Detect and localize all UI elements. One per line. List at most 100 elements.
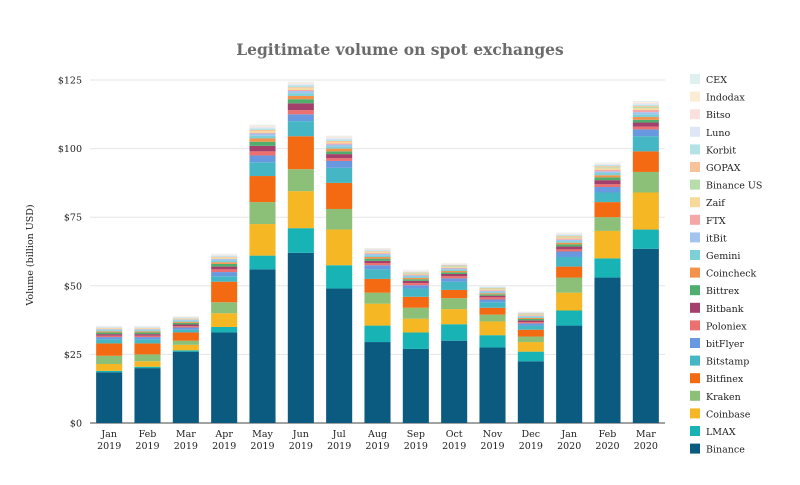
bar-segment	[402, 273, 429, 275]
bar-segment	[287, 228, 314, 253]
bar-segment	[594, 166, 621, 168]
legend-swatch	[690, 426, 700, 436]
x-tick-year: 2019	[404, 441, 428, 452]
x-tick-year: 2020	[634, 441, 658, 452]
x-tick-month: Dec	[522, 429, 541, 440]
bar-segment	[517, 319, 544, 321]
bar-segment	[172, 322, 199, 325]
bar-segment	[517, 316, 544, 318]
bar-segment	[287, 136, 314, 170]
x-tick-month: Jul	[332, 429, 346, 440]
bar-segment	[556, 256, 583, 267]
bar-segment	[479, 291, 506, 293]
legend-label: Binance US	[706, 181, 762, 192]
bar-segment	[364, 248, 391, 250]
bar-segment	[326, 137, 353, 139]
bar-segment	[364, 253, 391, 256]
bar-segment	[402, 279, 429, 281]
bar-segment	[249, 155, 276, 163]
bar-segment	[441, 265, 468, 267]
x-tick-year: 2019	[442, 441, 466, 452]
bar-segment	[517, 361, 544, 423]
bar-segment	[594, 187, 621, 193]
bar-segment	[326, 182, 353, 209]
x-tick-year: 2020	[557, 441, 581, 452]
bar-segment	[594, 202, 621, 218]
bar-segment	[402, 283, 429, 286]
bar-segment	[211, 258, 238, 261]
bar-segment	[172, 324, 199, 327]
bar-segment	[211, 266, 238, 270]
bar-segment	[632, 101, 659, 102]
bar-segment	[517, 336, 544, 343]
bar-segment	[556, 233, 583, 235]
legend-swatch	[690, 267, 700, 278]
bar-segment	[517, 312, 544, 314]
x-tick-month: Feb	[599, 429, 617, 440]
bar-stack	[402, 269, 429, 423]
legend-label: Korbit	[706, 145, 736, 156]
bar-segment	[172, 318, 199, 320]
legend-item: Luno	[690, 126, 731, 139]
bar-segment	[326, 167, 353, 183]
bar-segment	[402, 272, 429, 273]
bar-segment	[326, 158, 353, 161]
bar-segment	[211, 272, 238, 277]
bar-segment	[249, 176, 276, 203]
bar-segment	[364, 265, 391, 270]
bar-segment	[96, 330, 123, 332]
bar-segment	[556, 235, 583, 236]
bar-segment	[594, 173, 621, 176]
bar-stack	[172, 316, 199, 423]
bar-segment	[402, 275, 429, 277]
bar-segment	[632, 171, 659, 193]
bar-segment	[172, 340, 199, 345]
legend-label: Luno	[706, 128, 731, 139]
legend: CEX Indodax Bitso Luno Korbit GOPAX Binance US…	[690, 74, 762, 456]
x-tick-month: Apr	[214, 429, 233, 440]
legend-label: LMAX	[706, 427, 736, 438]
legend-label: Coinbase	[706, 409, 751, 420]
bar-segment	[441, 276, 468, 279]
bar-segment	[326, 146, 353, 149]
bar-segment	[441, 298, 468, 310]
bar-segment	[172, 321, 199, 323]
bar-segment	[364, 256, 391, 259]
bar-segment	[96, 332, 123, 335]
bar-segment	[517, 317, 544, 320]
bar-segment	[326, 138, 353, 140]
bar-stack	[479, 286, 506, 423]
bar-segment	[172, 317, 199, 319]
bar-segment	[632, 114, 659, 118]
legend-item: Coinbase	[690, 408, 751, 420]
legend-swatch	[690, 162, 700, 172]
bar-segment	[556, 235, 583, 237]
bar-segment	[594, 163, 621, 164]
bar-segment	[326, 148, 353, 152]
legend-label: Bitfinex	[706, 374, 744, 385]
bar-segment	[479, 297, 506, 300]
bar-segment	[479, 314, 506, 322]
legend-swatch	[690, 285, 700, 296]
bar-stack	[249, 124, 276, 423]
bar-segment	[364, 269, 391, 279]
legend-item: Bittrex	[690, 285, 740, 297]
legend-label: bitFlyer	[706, 339, 745, 350]
bar-segment	[96, 339, 123, 344]
legend-swatch	[690, 74, 700, 84]
bar-segment	[479, 286, 506, 288]
bar-segment	[632, 136, 659, 152]
bar-stack	[556, 232, 583, 423]
legend-item: Indodax	[690, 91, 745, 104]
bar-segment	[172, 317, 199, 318]
bar-segment	[287, 110, 314, 115]
bar-segment	[517, 322, 544, 324]
bar-segment	[211, 255, 238, 257]
bar-segment	[96, 328, 123, 330]
y-tick-label: $100	[58, 144, 82, 155]
bar-segment	[287, 169, 314, 192]
bar-segment	[517, 329, 544, 337]
bar-segment	[134, 327, 161, 329]
bar-segment	[287, 90, 314, 94]
bars	[96, 81, 659, 423]
